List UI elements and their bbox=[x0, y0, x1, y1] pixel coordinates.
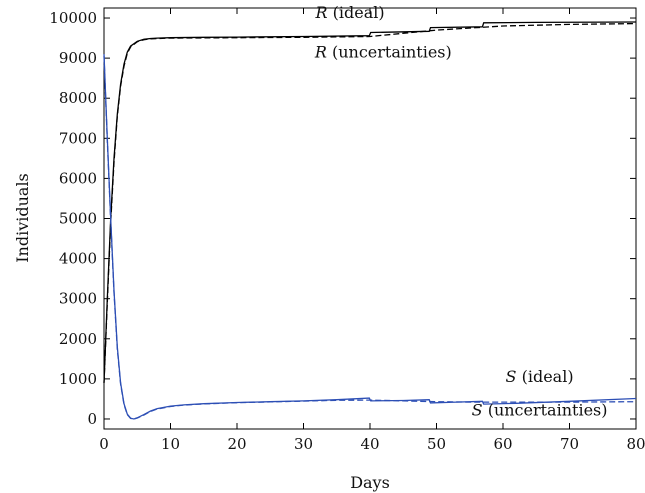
plot-frame bbox=[103, 7, 637, 430]
series-layer bbox=[103, 21, 637, 420]
curve-annotation: S (uncertainties) bbox=[472, 400, 608, 419]
y-tick-label: 3000 bbox=[59, 290, 97, 308]
curve-annotations: R (ideal) R (uncertainties) S (ideal) S (un… bbox=[314, 3, 608, 419]
x-tick-label: 0 bbox=[99, 435, 109, 453]
axis-ticks: 0 10 20 30 40 50 60 70 80 0 1000 2000 3000 4000 5000 60… bbox=[49, 8, 645, 453]
x-axis-label: Days bbox=[350, 473, 390, 492]
series-line-s-ideal bbox=[103, 54, 637, 420]
x-tick-label: 60 bbox=[493, 435, 512, 453]
y-axis-label: Individuals bbox=[13, 173, 32, 263]
y-tick-label: 8000 bbox=[59, 89, 97, 107]
y-tick-label: 9000 bbox=[59, 49, 97, 67]
x-tick-label: 20 bbox=[227, 435, 246, 453]
series-line-r-uncertainties bbox=[103, 22, 637, 383]
curve-annotation: S (ideal) bbox=[506, 367, 574, 386]
curve-annotation: R (ideal) bbox=[314, 3, 384, 22]
y-tick-label: 2000 bbox=[59, 330, 97, 348]
x-tick-label: 10 bbox=[161, 435, 180, 453]
x-tick-label: 40 bbox=[360, 435, 379, 453]
x-tick-label: 30 bbox=[294, 435, 313, 453]
y-tick-label: 5000 bbox=[59, 210, 97, 228]
y-tick-label: 1000 bbox=[59, 370, 97, 388]
x-tick-label: 50 bbox=[427, 435, 446, 453]
x-tick-label: 80 bbox=[626, 435, 645, 453]
y-tick-label: 6000 bbox=[59, 169, 97, 187]
y-tick-label: 0 bbox=[87, 410, 97, 428]
curve-annotation: R (uncertainties) bbox=[314, 42, 452, 61]
x-tick-label: 70 bbox=[560, 435, 579, 453]
series-line-s-uncertainties bbox=[103, 56, 637, 420]
series-line-r-ideal bbox=[103, 21, 637, 383]
y-tick-label: 7000 bbox=[59, 129, 97, 147]
y-tick-label: 4000 bbox=[59, 250, 97, 268]
y-tick-label: 10000 bbox=[49, 9, 97, 27]
